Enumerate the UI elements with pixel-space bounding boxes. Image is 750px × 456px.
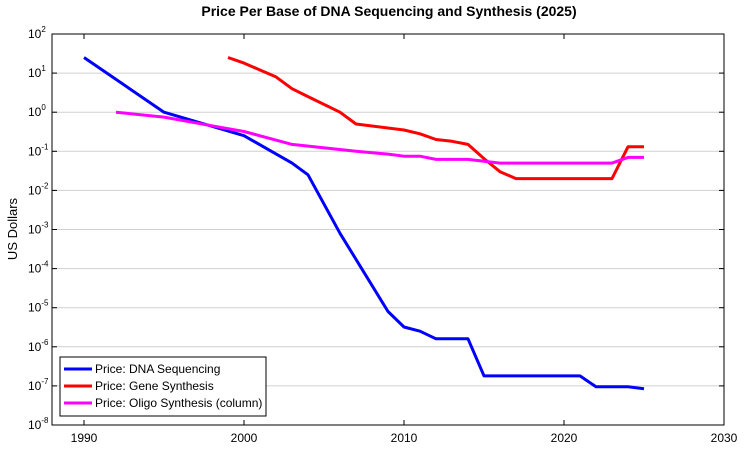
legend-box — [59, 356, 267, 417]
y-tick-label: 10-8 — [28, 416, 49, 432]
y-tick-label: 100 — [28, 103, 46, 119]
y-axis-label: US Dollars — [5, 197, 20, 260]
series-lines — [83, 56, 645, 391]
y-tick-label: 10-2 — [28, 181, 49, 197]
y-tick-label: 10-7 — [28, 377, 49, 393]
y-tick-label: 10-4 — [28, 260, 49, 276]
x-tick-label: 2010 — [391, 431, 418, 445]
legend-label: Price: Gene Synthesis — [95, 379, 214, 393]
y-tick-label: 10-1 — [28, 142, 49, 158]
legend: Price: DNA Sequencing Price: Gene Synthes… — [59, 356, 267, 417]
series-line-1 — [83, 56, 645, 391]
x-tick-label: 2000 — [231, 431, 258, 445]
plot-frame — [51, 33, 725, 426]
y-tick-label: 10-6 — [28, 338, 49, 354]
x-tick-label: 1990 — [71, 431, 98, 445]
x-tick-label: 2030 — [711, 431, 738, 445]
legend-label: Price: Oligo Synthesis (column) — [95, 396, 262, 410]
x-tick-label: 2020 — [551, 431, 578, 445]
x-axis-ticks: 1990 2000 2010 2020 2030 — [71, 34, 738, 445]
y-tick-label: 10-5 — [28, 299, 49, 315]
legend-label: Price: DNA Sequencing — [95, 362, 220, 376]
y-tick-label: 102 — [28, 25, 46, 41]
chart-title: Price Per Base of DNA Sequencing and Syn… — [201, 3, 576, 19]
y-tick-label: 101 — [28, 64, 46, 80]
series-line-2 — [227, 56, 644, 181]
series-line-3 — [115, 110, 644, 165]
y-tick-label: 10-3 — [28, 221, 49, 237]
